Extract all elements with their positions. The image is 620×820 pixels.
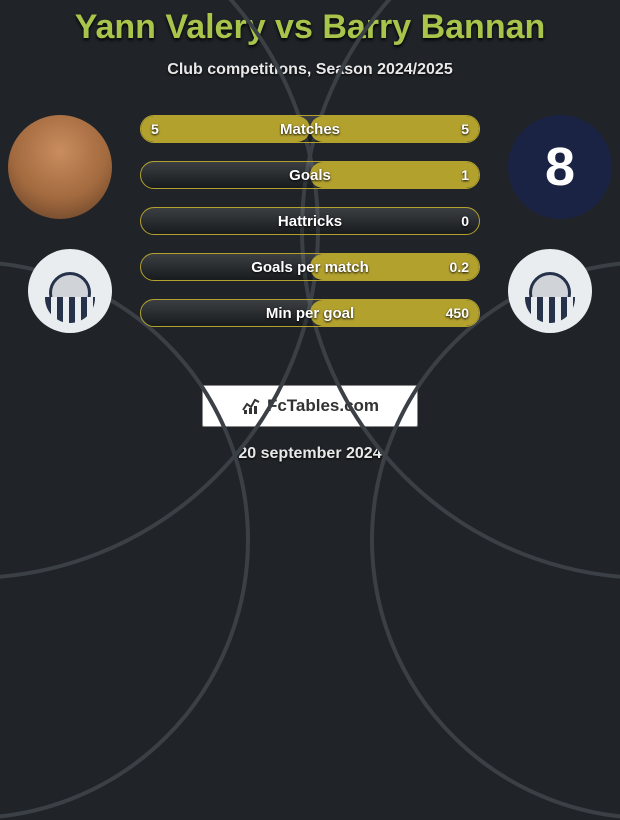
stat-label: Goals: [141, 162, 479, 188]
player-left-photo: [8, 115, 112, 219]
stripes-icon: [525, 297, 575, 323]
player-right-photo: 8: [508, 115, 612, 219]
stat-label: Goals per match: [141, 254, 479, 280]
stripes-icon: [45, 297, 95, 323]
club-right-badge: [508, 249, 592, 333]
stat-bar: 55Matches: [140, 115, 480, 143]
stat-bar: 0Hattricks: [140, 207, 480, 235]
stat-bar: 1Goals: [140, 161, 480, 189]
stat-label: Min per goal: [141, 300, 479, 326]
stat-bar: 0.2Goals per match: [140, 253, 480, 281]
stat-label: Hattricks: [141, 208, 479, 234]
stat-bars: 55Matches 1Goals 0Hattricks 0.2Goals per ma…: [140, 115, 480, 327]
stat-bar: 450Min per goal: [140, 299, 480, 327]
club-left-badge: [28, 249, 112, 333]
player-right-jersey-number: 8: [508, 115, 612, 219]
comparison-panel: 8 55Matches 1Goals 0Hattricks 0.2Goals per …: [0, 107, 620, 367]
stat-label: Matches: [141, 116, 479, 142]
